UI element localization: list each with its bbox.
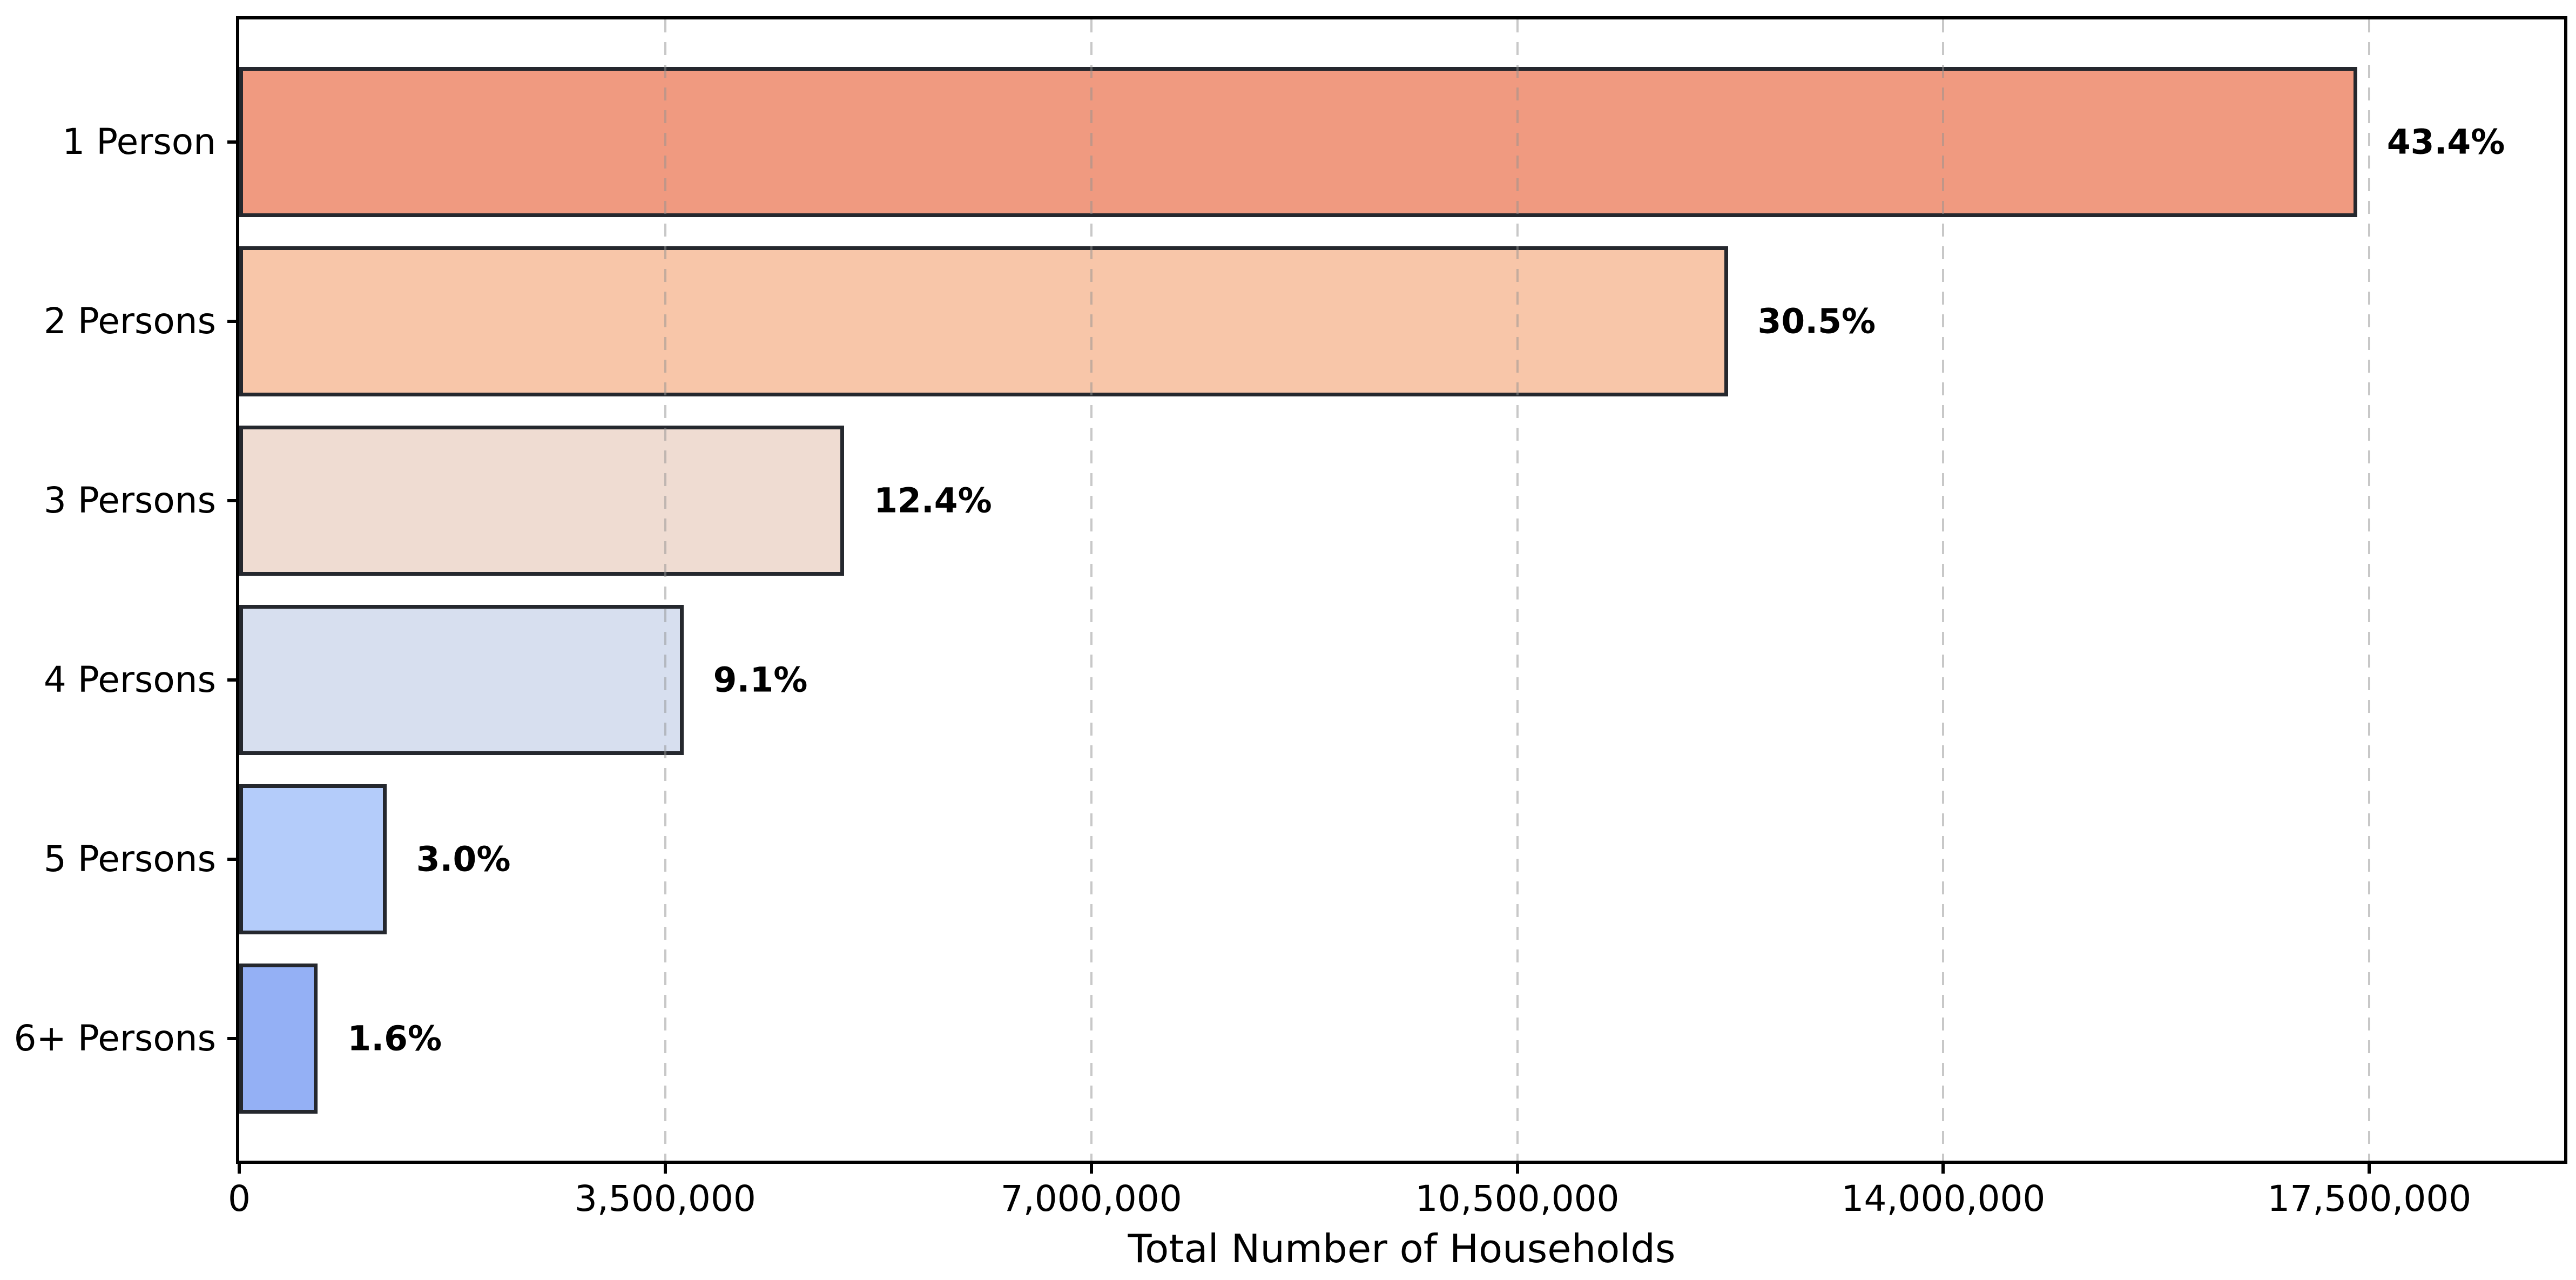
y-tick-label-2-persons: 2 Persons <box>43 300 216 342</box>
bar-3-persons <box>239 426 845 576</box>
bar-2-persons <box>239 246 1728 396</box>
x-tick-label: 3,500,000 <box>574 1178 756 1220</box>
bar-value-label: 1.6% <box>347 1019 442 1059</box>
y-tick-label-6-persons: 6+ Persons <box>14 1018 216 1059</box>
bar-value-label: 3.0% <box>416 839 511 879</box>
gridline-x <box>664 19 666 1161</box>
x-tick-label: 10,500,000 <box>1415 1178 1620 1220</box>
plot-area: 43.4% 30.5% 12.4% 9.1% 3.0% 1.6% <box>236 16 2567 1164</box>
x-axis-label: Total Number of Households <box>1128 1226 1676 1271</box>
y-tick-mark <box>227 320 237 323</box>
gridline-x <box>1090 19 1093 1161</box>
y-tick-mark <box>227 140 237 144</box>
y-tick-label-4-persons: 4 Persons <box>43 659 216 700</box>
x-tick-mark <box>1089 1164 1093 1174</box>
x-tick-mark <box>1941 1164 1945 1174</box>
bar-1-person <box>239 67 2357 217</box>
bar-5-persons <box>239 784 387 934</box>
bar-6-persons <box>239 964 318 1114</box>
bar-value-label: 12.4% <box>874 481 992 521</box>
x-tick-label: 17,500,000 <box>2267 1178 2472 1220</box>
y-tick-mark <box>227 1037 237 1040</box>
x-tick-label: 14,000,000 <box>1841 1178 2046 1220</box>
bar-4-persons <box>239 605 684 755</box>
x-tick-mark <box>1515 1164 1519 1174</box>
x-tick-mark <box>238 1164 241 1174</box>
bar-value-label: 30.5% <box>1757 301 1876 341</box>
y-tick-mark <box>227 858 237 861</box>
bar-value-label: 9.1% <box>713 660 808 700</box>
y-tick-mark <box>227 499 237 502</box>
gridline-x <box>2368 19 2371 1161</box>
y-tick-mark <box>227 678 237 682</box>
bar-value-label: 43.4% <box>2386 122 2505 162</box>
x-tick-label: 0 <box>228 1178 251 1220</box>
gridline-x <box>1942 19 1945 1161</box>
x-tick-mark <box>663 1164 667 1174</box>
y-tick-label-3-persons: 3 Persons <box>43 480 216 521</box>
y-tick-label-5-persons: 5 Persons <box>43 838 216 880</box>
x-tick-mark <box>2368 1164 2371 1174</box>
x-tick-label: 7,000,000 <box>1000 1178 1182 1220</box>
y-tick-label-1-person: 1 Person <box>62 121 216 163</box>
gridline-x <box>1516 19 1519 1161</box>
